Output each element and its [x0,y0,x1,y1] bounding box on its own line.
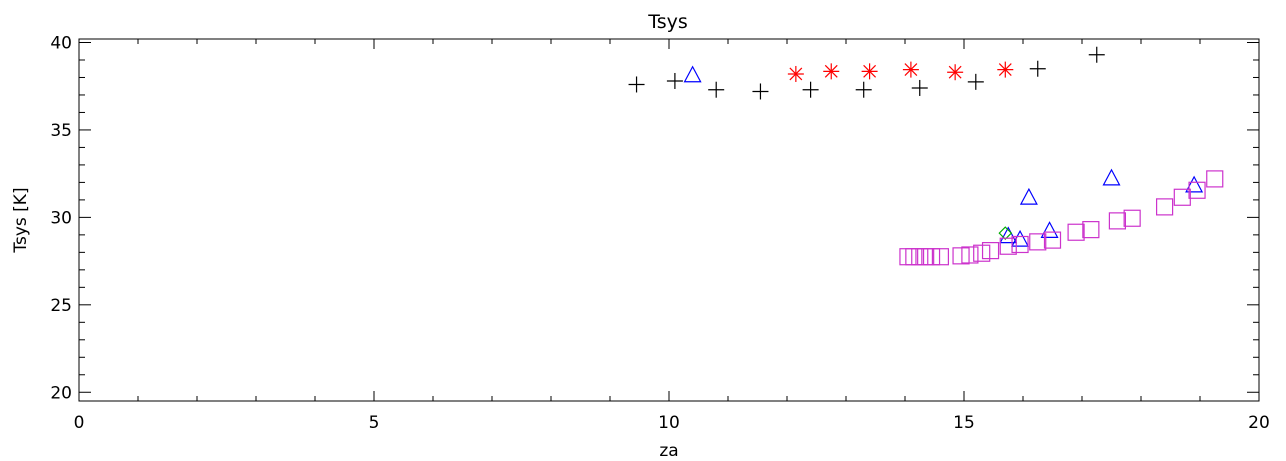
axis-ticks [78,39,1260,401]
plus-marker [911,79,928,96]
x-tick-label: 10 [658,413,680,433]
asterisk-marker [787,65,804,82]
y-axis-label: Tsys [K] [11,187,31,253]
square-marker [922,248,941,266]
asterisk-marker [861,63,878,80]
triangle-marker [683,65,702,83]
plus-marker [855,81,872,98]
plus-marker [628,76,645,93]
y-tick-label: 40 [50,33,72,53]
square-marker [1188,181,1206,199]
plus-marker [1029,60,1046,77]
square-marker [917,248,935,266]
triangle-marker [999,226,1018,244]
square-marker [1173,188,1191,206]
square-marker [1108,212,1127,230]
square-marker [952,247,970,265]
asterisk-marker [902,61,919,78]
x-tick-label: 0 [74,413,85,433]
square-marker [1206,170,1224,188]
diamond-marker [998,226,1013,240]
triangle-marker [1102,168,1121,186]
axis-tick-labels: 0 5 10 15 20 20 25 30 35 40 [50,33,1269,433]
plus-marker [752,83,769,100]
triangle-marker [1040,221,1059,238]
triangle-marker [1185,175,1204,193]
y-tick-label: 25 [50,296,72,316]
y-tick-label: 35 [50,121,72,141]
square-marker [1067,223,1085,241]
square-marker [1029,233,1047,251]
square-marker [905,248,923,266]
square-marker [1043,231,1062,249]
plus-marker [708,81,725,98]
x-tick-label: 15 [953,413,975,433]
x-tick-label: 5 [369,413,380,433]
y-tick-label: 20 [50,383,72,403]
square-marker [911,248,929,266]
x-tick-label: 20 [1248,413,1270,433]
plus-marker [666,72,683,89]
square-marker [1155,198,1174,216]
square-marker [973,244,991,262]
plus-marker [967,73,984,90]
data-markers [628,46,1224,266]
y-tick-label: 30 [50,208,72,228]
plus-marker [802,81,819,98]
plus-marker [1088,46,1105,63]
square-marker [899,248,917,266]
asterisk-marker [823,63,840,80]
square-marker [931,248,950,266]
square-marker [961,246,979,264]
chart-title: Tsys [647,11,688,33]
asterisk-marker [997,61,1014,78]
square-marker [981,242,1000,260]
square-marker [1082,221,1100,239]
square-marker [1123,209,1141,227]
square-marker [1011,235,1029,254]
plot-frame [78,38,1260,402]
square-marker [999,237,1017,255]
triangle-marker [1019,187,1038,205]
x-axis-label: za [659,441,678,461]
asterisk-marker [947,64,964,81]
